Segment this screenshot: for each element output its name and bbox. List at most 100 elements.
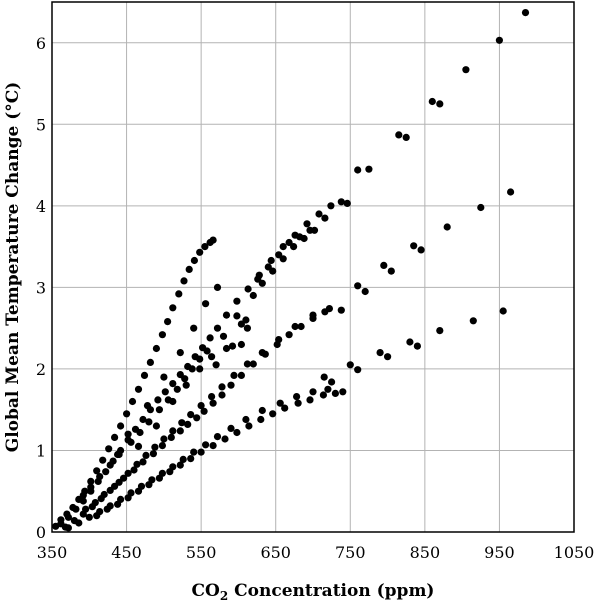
x-axis-title: CO2 Concentration (ppm) bbox=[192, 581, 435, 603]
scatter-point bbox=[124, 494, 132, 502]
x-tick-label: 850 bbox=[410, 543, 441, 562]
scatter-point bbox=[105, 445, 113, 453]
scatter-point bbox=[303, 220, 311, 228]
scatter-point bbox=[79, 497, 87, 505]
scatter-point bbox=[331, 389, 339, 397]
scatter-point bbox=[209, 236, 217, 244]
x-tick-labels: 350 450 550 650 750 850 950 1050 bbox=[37, 543, 595, 562]
scatter-point bbox=[82, 505, 90, 513]
scatter-point bbox=[206, 334, 214, 342]
scatter-point bbox=[160, 373, 168, 381]
y-tick-label: 1 bbox=[36, 441, 46, 460]
scatter-point bbox=[175, 290, 183, 298]
scatter-point bbox=[285, 238, 293, 247]
scatter-point bbox=[324, 385, 332, 393]
scatter-point bbox=[384, 353, 392, 361]
scatter-point bbox=[209, 399, 217, 407]
scatter-point bbox=[469, 317, 477, 325]
scatter-point bbox=[176, 461, 184, 469]
scatter-point bbox=[111, 433, 119, 441]
scatter-point bbox=[297, 322, 305, 331]
y-tick-label: 2 bbox=[36, 360, 46, 379]
scatter-point bbox=[233, 312, 241, 320]
scatter-point bbox=[275, 251, 283, 259]
scatter-point bbox=[151, 443, 159, 451]
scatter-point bbox=[158, 331, 166, 339]
scatter-point bbox=[160, 435, 168, 443]
scatter-point bbox=[406, 338, 414, 346]
scatter-point bbox=[320, 373, 328, 381]
scatter-point bbox=[395, 131, 403, 139]
x-tick-label: 950 bbox=[484, 543, 515, 562]
scatter-point bbox=[169, 304, 177, 312]
scatter-point bbox=[228, 342, 237, 350]
scatter-point bbox=[218, 391, 226, 399]
scatter-point bbox=[202, 300, 210, 308]
scatter-point bbox=[243, 360, 251, 368]
scatter-point bbox=[428, 97, 436, 106]
x-tick-label: 650 bbox=[260, 543, 291, 562]
scatter-point bbox=[178, 419, 186, 427]
x-tick-label: 550 bbox=[186, 543, 217, 562]
scatter-point bbox=[354, 282, 362, 290]
scatter-point bbox=[79, 491, 87, 499]
scatter-point bbox=[117, 422, 125, 430]
scatter-point bbox=[85, 513, 93, 521]
scatter-point bbox=[176, 349, 184, 357]
scatter-point bbox=[257, 415, 265, 424]
scatter-point bbox=[154, 396, 162, 404]
scatter-point bbox=[182, 381, 190, 389]
scatter-point bbox=[64, 513, 72, 521]
grid-lines bbox=[51, 2, 575, 533]
scatter-point bbox=[521, 9, 530, 17]
scatter-point bbox=[180, 277, 188, 285]
scatter-point bbox=[139, 415, 147, 424]
x-tick-label: 1050 bbox=[554, 543, 595, 562]
scatter-point bbox=[462, 66, 470, 74]
scatter-point bbox=[127, 438, 135, 446]
plot-frame bbox=[51, 1, 575, 533]
scatter-point bbox=[152, 422, 160, 430]
scatter-point bbox=[208, 353, 216, 361]
scatter-point bbox=[230, 371, 238, 379]
scatter-point bbox=[93, 512, 101, 520]
scatter-point bbox=[315, 210, 323, 218]
scatter-point bbox=[166, 468, 174, 476]
scatter-point bbox=[306, 226, 314, 234]
scatter-point bbox=[499, 307, 507, 315]
scatter-point bbox=[145, 418, 153, 426]
scatter-point bbox=[276, 399, 284, 407]
scatter-point bbox=[102, 468, 110, 476]
scatter-point bbox=[319, 391, 327, 399]
scatter-point bbox=[233, 297, 241, 305]
scatter-point bbox=[134, 487, 143, 495]
scatter-point bbox=[197, 402, 205, 410]
scatter-point bbox=[188, 365, 196, 373]
scatter-point bbox=[222, 344, 231, 353]
scatter-point bbox=[120, 474, 128, 482]
scatter-point bbox=[185, 265, 193, 273]
scatter-point bbox=[179, 455, 187, 463]
x-tick-label: 350 bbox=[37, 543, 68, 562]
scatter-point bbox=[155, 406, 163, 414]
x-tick-label: 750 bbox=[335, 543, 366, 562]
scatter-point bbox=[337, 198, 345, 206]
scatter-point bbox=[111, 482, 119, 490]
scatter-point bbox=[169, 397, 177, 406]
scatter-point bbox=[134, 385, 143, 393]
scatter-point bbox=[158, 442, 166, 450]
scatter-point bbox=[91, 499, 99, 507]
scatter-point bbox=[161, 388, 169, 396]
scatter-point bbox=[184, 420, 192, 428]
scatter-point bbox=[164, 318, 172, 326]
scatter-point bbox=[387, 267, 395, 275]
scatter-point bbox=[258, 406, 266, 415]
scatter-point bbox=[227, 424, 235, 432]
scatter-point bbox=[213, 324, 222, 332]
scatter-point bbox=[264, 263, 272, 271]
scatter-point bbox=[327, 202, 335, 210]
scatter-point bbox=[354, 166, 362, 174]
scatter-point bbox=[155, 474, 163, 482]
scatter-point bbox=[176, 427, 184, 435]
